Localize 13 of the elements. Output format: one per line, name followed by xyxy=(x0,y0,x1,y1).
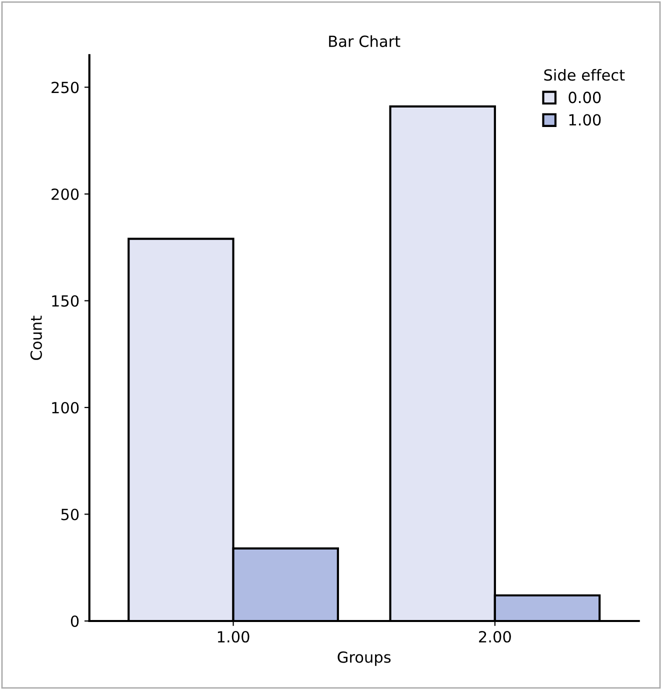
legend-title: Side effect xyxy=(544,68,625,81)
y-tick-label: 0 xyxy=(70,615,79,628)
y-tick-label: 50 xyxy=(61,508,79,520)
x-tick-label: 2.00 xyxy=(479,630,511,643)
x-axis-title: Groups xyxy=(338,651,391,666)
y-tick-label: 250 xyxy=(52,82,79,94)
legend-label: 1.00 xyxy=(569,114,601,126)
y-tick-label: 100 xyxy=(52,402,79,414)
chart-title: Bar Chart xyxy=(329,35,400,48)
legend-label: 0.00 xyxy=(568,92,601,104)
y-tick-label: 150 xyxy=(52,295,79,307)
y-tick-label: 200 xyxy=(52,188,79,200)
y-axis-title: Count xyxy=(30,316,42,360)
